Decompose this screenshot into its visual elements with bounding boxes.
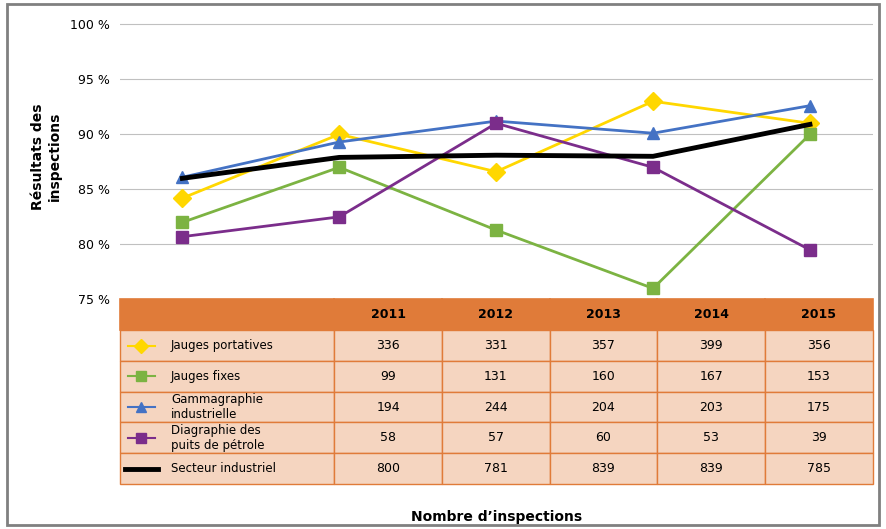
Text: 175: 175 [807, 400, 831, 414]
Text: 2012: 2012 [478, 308, 513, 321]
Text: 60: 60 [595, 431, 611, 444]
Text: 2014: 2014 [694, 308, 728, 321]
Text: 57: 57 [488, 431, 504, 444]
Text: Jauges fixes: Jauges fixes [171, 370, 241, 383]
Text: 839: 839 [592, 462, 616, 475]
Text: Jauges portatives: Jauges portatives [171, 339, 274, 352]
Text: 160: 160 [592, 370, 616, 383]
Text: 2013: 2013 [586, 308, 621, 321]
Text: 785: 785 [807, 462, 831, 475]
Text: 153: 153 [807, 370, 831, 383]
Text: 800: 800 [376, 462, 400, 475]
Text: 399: 399 [699, 339, 723, 352]
Y-axis label: Résultats des
inspections: Résultats des inspections [32, 103, 62, 209]
Text: 131: 131 [484, 370, 508, 383]
Text: 204: 204 [592, 400, 616, 414]
Text: 839: 839 [699, 462, 723, 475]
Text: Nombre d’inspections: Nombre d’inspections [410, 510, 582, 524]
Text: 53: 53 [703, 431, 719, 444]
Text: 99: 99 [380, 370, 396, 383]
Text: 336: 336 [377, 339, 400, 352]
Text: 331: 331 [484, 339, 508, 352]
Text: 2015: 2015 [801, 308, 836, 321]
Text: 356: 356 [807, 339, 831, 352]
Text: 2011: 2011 [370, 308, 406, 321]
Text: Diagraphie des
puits de pétrole: Diagraphie des puits de pétrole [171, 424, 265, 452]
Text: 203: 203 [699, 400, 723, 414]
Text: Gammagraphie
industrielle: Gammagraphie industrielle [171, 393, 263, 421]
Text: 167: 167 [699, 370, 723, 383]
Text: Secteur industriel: Secteur industriel [171, 462, 276, 475]
Text: 781: 781 [484, 462, 508, 475]
Text: 357: 357 [592, 339, 616, 352]
Text: 244: 244 [484, 400, 508, 414]
Text: 194: 194 [377, 400, 400, 414]
Text: 58: 58 [380, 431, 396, 444]
Text: 39: 39 [811, 431, 827, 444]
